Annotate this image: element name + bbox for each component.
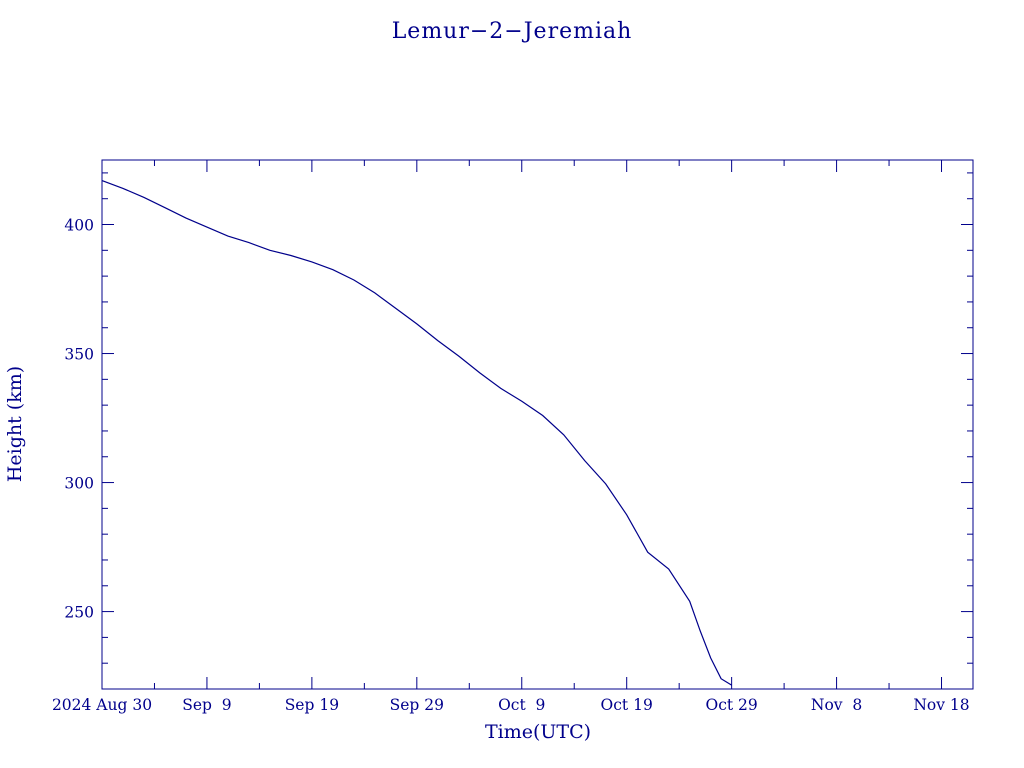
- y-tick-label: 350: [64, 346, 94, 364]
- x-tick-label: Sep 29: [390, 696, 444, 714]
- series-line-height: [101, 180, 732, 686]
- x-tick-label: Oct 29: [705, 696, 757, 714]
- x-tick-label: Sep 19: [285, 696, 339, 714]
- chart-title: Lemur−2−Jeremiah: [392, 19, 633, 44]
- x-tick-label: Nov 18: [913, 696, 969, 714]
- x-tick-labels: 2024 Aug 30 Sep 9 Sep 19 Sep 29 Oct 9 Oct 19 O…: [52, 696, 970, 714]
- y-tick-label: 300: [64, 475, 94, 493]
- x-tick-label: Oct 9: [498, 696, 545, 714]
- y-tick-label: 250: [64, 604, 94, 622]
- x-tick-label: Nov 8: [811, 696, 862, 714]
- y-axis-label: Height (km): [4, 366, 26, 482]
- x-tick-label: Sep 9: [182, 696, 231, 714]
- x-tick-label: Oct 19: [601, 696, 653, 714]
- plot-frame: [101, 159, 974, 690]
- x-tick-label: 2024 Aug 30: [52, 696, 152, 714]
- axis-ticks: [101, 160, 973, 690]
- y-tick-label: 400: [64, 217, 94, 235]
- x-axis-label: Time(UTC): [485, 721, 591, 743]
- y-tick-labels: 250 300 350 400: [64, 217, 94, 622]
